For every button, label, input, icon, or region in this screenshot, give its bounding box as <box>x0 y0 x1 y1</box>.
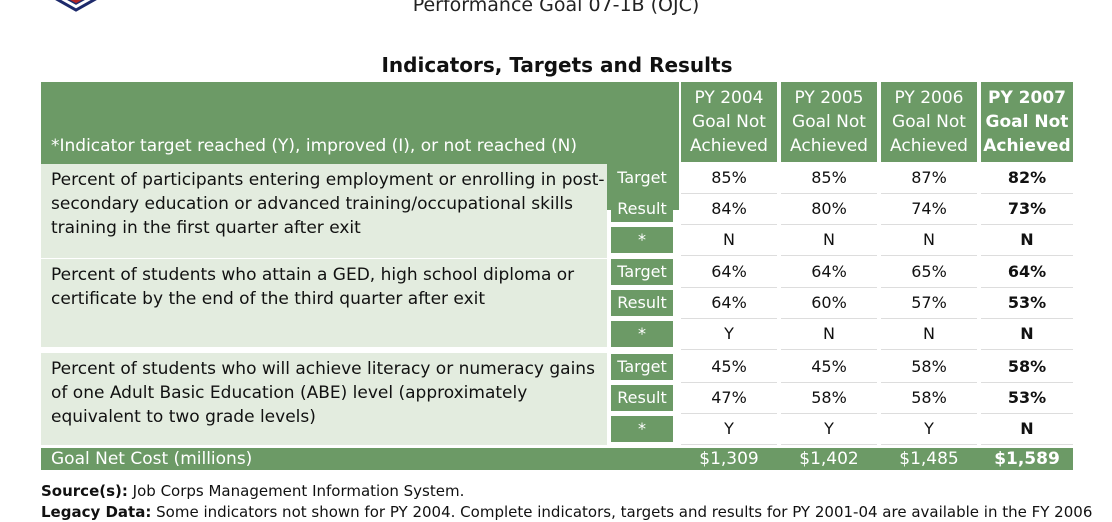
cell-g3-target-2007: 58% <box>981 353 1073 383</box>
cell-g1-target-2007: 82% <box>981 164 1073 194</box>
cell-g3-status-2006: Y <box>881 415 977 445</box>
cell-g1-status-2005: N <box>781 226 877 256</box>
cell-g3-result-2005: 58% <box>781 384 877 414</box>
indicator-text-2: Percent of students who attain a GED, hi… <box>41 259 607 347</box>
cell-g1-result-2005: 80% <box>781 195 877 225</box>
table-caption: Indicators, Targets and Results <box>381 53 733 77</box>
cell-g1-result-2007: 73% <box>981 195 1073 225</box>
cell-g3-result-2007: 53% <box>981 384 1073 414</box>
cell-g3-result-2004: 47% <box>681 384 777 414</box>
row-label-target: Target <box>611 165 673 191</box>
page-title: Performance Goal 07-1B (OJC) <box>412 0 700 16</box>
row-label-result: Result <box>611 196 673 222</box>
cell-g1-status-2007: N <box>981 226 1073 256</box>
cell-g2-target-2007: 64% <box>981 258 1073 288</box>
year-header-2007: PY 2007 Goal Not Achieved <box>981 82 1073 162</box>
row-label-result: Result <box>611 385 673 411</box>
cost-2006: $1,485 <box>899 449 959 469</box>
year-header-2005: PY 2005 Goal Not Achieved <box>781 82 877 162</box>
cell-g1-target-2006: 87% <box>881 164 977 194</box>
cell-g2-status-2006: N <box>881 320 977 350</box>
agency-seal-logo <box>55 0 97 12</box>
cell-g1-status-2004: N <box>681 226 777 256</box>
cell-g3-status-2007: N <box>981 415 1073 445</box>
cell-g2-status-2007: N <box>981 320 1073 350</box>
cost-row: Goal Net Cost (millions) $1,309 $1,402 $… <box>41 448 1073 470</box>
cost-2007: $1,589 <box>994 449 1060 469</box>
cell-g2-target-2006: 65% <box>881 258 977 288</box>
cell-g3-status-2004: Y <box>681 415 777 445</box>
source-note: Source(s): Job Corps Management Informat… <box>41 481 464 501</box>
cost-label: Goal Net Cost (millions) <box>51 449 253 469</box>
row-label-status: * <box>611 227 673 253</box>
cell-g2-status-2005: N <box>781 320 877 350</box>
cell-g2-result-2004: 64% <box>681 289 777 319</box>
cell-g3-result-2006: 58% <box>881 384 977 414</box>
cell-g3-target-2006: 58% <box>881 353 977 383</box>
row-label-status: * <box>611 416 673 442</box>
cell-g3-target-2005: 45% <box>781 353 877 383</box>
cell-g1-target-2004: 85% <box>681 164 777 194</box>
cell-g2-result-2005: 60% <box>781 289 877 319</box>
cell-g3-status-2005: Y <box>781 415 877 445</box>
source-label: Source(s): <box>41 482 128 500</box>
indicator-text-3: Percent of students who will achieve lit… <box>41 353 607 445</box>
cell-g2-target-2005: 64% <box>781 258 877 288</box>
cell-g2-result-2007: 53% <box>981 289 1073 319</box>
year-header-2004: PY 2004 Goal Not Achieved <box>681 82 777 162</box>
results-table: Indicators, Targets and Results *Indicat… <box>41 52 1073 470</box>
cell-g2-target-2004: 64% <box>681 258 777 288</box>
source-text: Job Corps Management Information System. <box>132 482 465 500</box>
cell-g2-status-2004: Y <box>681 320 777 350</box>
indicator-text-1: Percent of participants entering employm… <box>41 164 607 258</box>
cell-g3-target-2004: 45% <box>681 353 777 383</box>
year-header-2006: PY 2006 Goal Not Achieved <box>881 82 977 162</box>
cell-g1-status-2006: N <box>881 226 977 256</box>
cell-g2-result-2006: 57% <box>881 289 977 319</box>
cell-g1-result-2006: 74% <box>881 195 977 225</box>
cell-g1-result-2004: 84% <box>681 195 777 225</box>
cost-2005: $1,402 <box>799 449 859 469</box>
row-label-result: Result <box>611 290 673 316</box>
legacy-note: Legacy Data: Some indicators not shown f… <box>41 502 1092 522</box>
cell-g1-target-2005: 85% <box>781 164 877 194</box>
row-label-target: Target <box>611 354 673 380</box>
legacy-text: Some indicators not shown for PY 2004. C… <box>156 503 1093 521</box>
row-label-target: Target <box>611 259 673 285</box>
legacy-label: Legacy Data: <box>41 503 152 521</box>
row-label-status: * <box>611 321 673 347</box>
cost-2004: $1,309 <box>699 449 759 469</box>
